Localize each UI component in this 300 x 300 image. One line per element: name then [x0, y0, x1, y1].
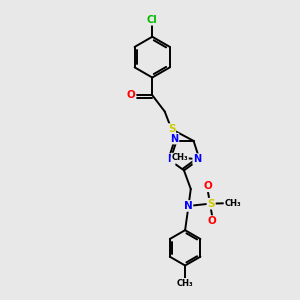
Text: N: N: [167, 154, 175, 164]
Text: O: O: [208, 216, 217, 226]
Text: S: S: [207, 199, 215, 209]
Text: O: O: [127, 90, 136, 100]
Text: N: N: [170, 134, 178, 144]
Text: Cl: Cl: [147, 15, 158, 25]
Text: O: O: [203, 181, 212, 191]
Text: N: N: [193, 154, 201, 164]
Text: N: N: [184, 201, 192, 211]
Text: S: S: [168, 124, 175, 134]
Text: CH₃: CH₃: [224, 199, 241, 208]
Text: CH₃: CH₃: [172, 154, 188, 163]
Text: CH₃: CH₃: [177, 279, 194, 288]
